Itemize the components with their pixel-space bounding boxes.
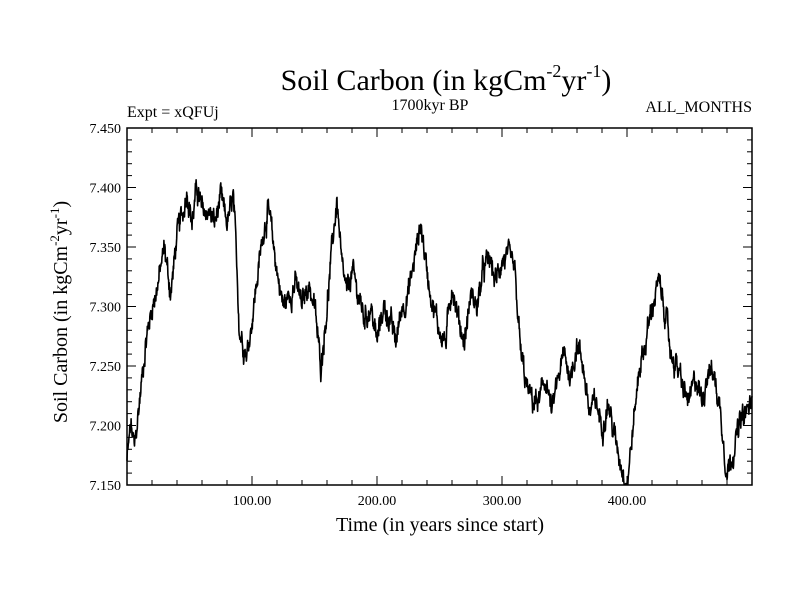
x-tick-label: 300.00 (483, 494, 522, 509)
experiment-label: Expt = xQFUj (127, 104, 219, 121)
x-axis-title: Time (in years since start) (336, 514, 544, 536)
y-tick-label: 7.300 (90, 301, 122, 316)
x-tick-label: 400.00 (608, 494, 647, 509)
y-tick-label: 7.450 (90, 122, 122, 137)
y-tick-label: 7.250 (90, 360, 122, 375)
x-tick-label: 200.00 (358, 494, 397, 509)
y-tick-label: 7.350 (90, 241, 122, 256)
period-subtitle: 1700kyr BP (392, 97, 469, 114)
y-axis-title: Soil Carbon (in kgCm-2yr-1) (47, 201, 72, 423)
y-tick-label: 7.150 (90, 479, 122, 494)
chart-title: Soil Carbon (in kgCm-2yr-1) (281, 61, 612, 97)
x-tick-label: 100.00 (233, 494, 272, 509)
plot-frame (126, 127, 753, 486)
y-tick-label: 7.200 (90, 420, 122, 435)
y-tick-label: 7.400 (90, 182, 122, 197)
months-label: ALL_MONTHS (645, 99, 752, 116)
x-axis-ticks: 100.00 200.00 300.00 400.00 (151, 128, 728, 509)
y-axis-ticks: 7.150 7.200 7.250 7.300 7.350 7.400 7.450 (90, 122, 752, 494)
series-line-soil-carbon (126, 179, 753, 486)
